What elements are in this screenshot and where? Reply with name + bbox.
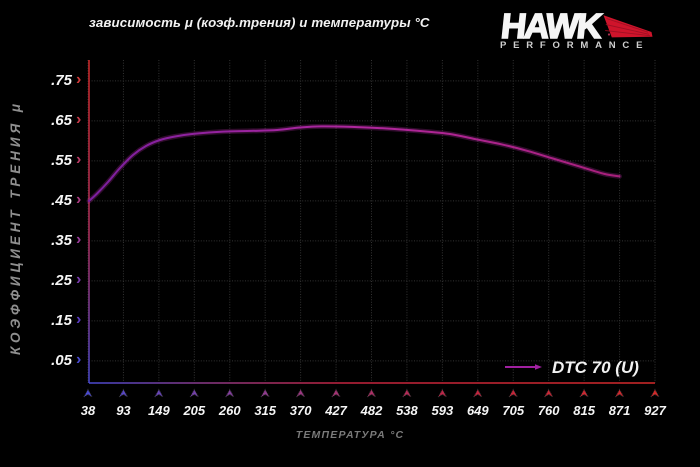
svg-text:PERFORMANCE: PERFORMANCE: [500, 40, 649, 51]
